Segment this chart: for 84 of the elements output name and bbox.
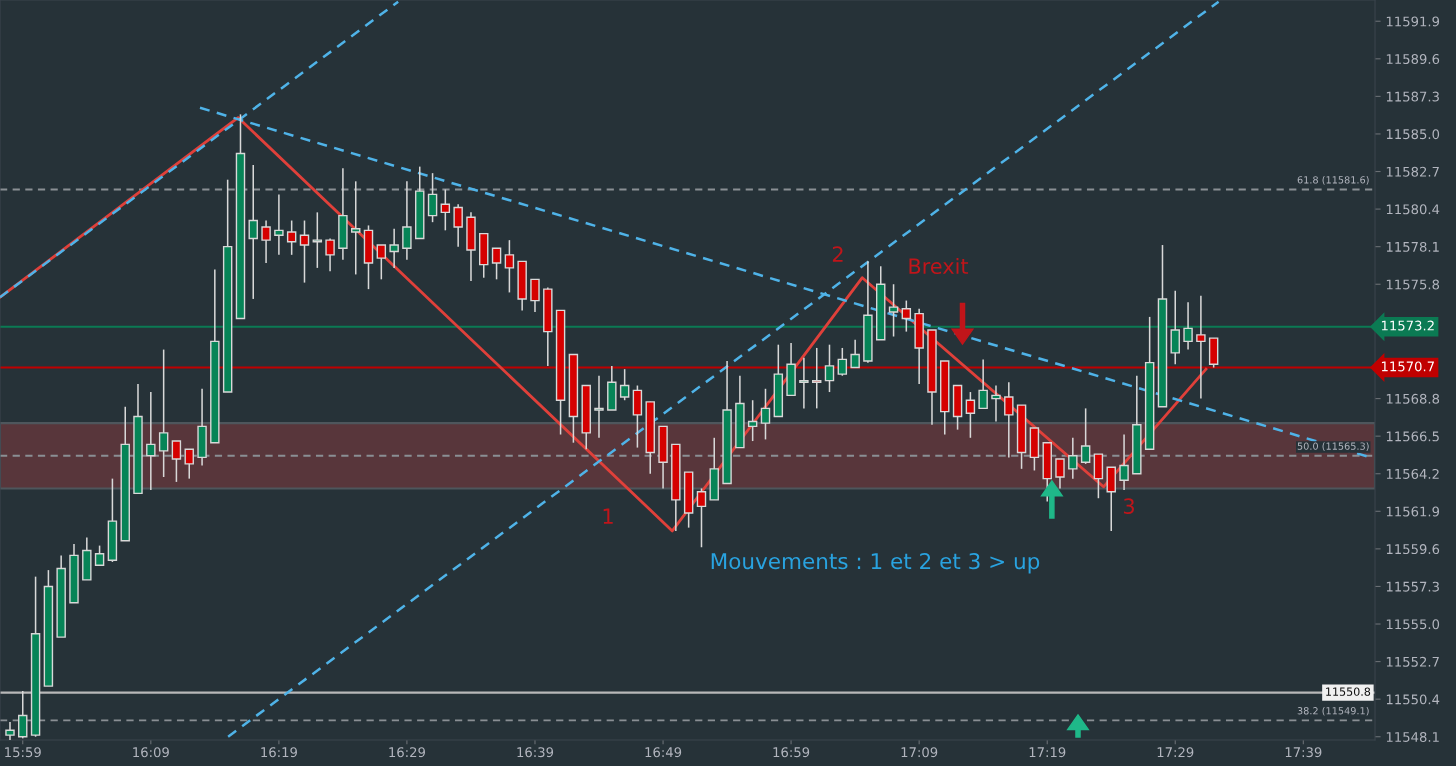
y-tick-label: 11561.9 — [1386, 506, 1440, 517]
candlestick — [427, 172, 438, 223]
x-tick-label: 17:39 — [1285, 747, 1322, 758]
candlestick — [94, 544, 105, 566]
candlestick — [991, 384, 1001, 423]
y-tick-label: 11550.4 — [1386, 694, 1440, 705]
candlestick — [504, 239, 515, 294]
candlestick — [158, 348, 169, 478]
y-tick-label: 11557.3 — [1386, 581, 1439, 592]
annotation: Mouvements : 1 et 2 et 3 > up — [711, 552, 1040, 574]
candlestick — [799, 356, 809, 410]
x-tick-label: 16:59 — [773, 747, 810, 758]
x-tick-label: 15:59 — [5, 747, 41, 758]
candlestick — [837, 347, 848, 377]
candlestick — [1068, 437, 1078, 480]
y-tick-label: 11589.6 — [1386, 54, 1440, 65]
annotation: Brexit — [909, 257, 969, 275]
candlestick — [453, 203, 463, 248]
y-tick-label: 11578.1 — [1386, 241, 1439, 252]
candlestick — [312, 211, 323, 269]
y-tick-label: 11564.2 — [1386, 468, 1439, 479]
candlestick — [696, 487, 707, 549]
ref-line-label: 11550.8 — [1326, 687, 1371, 696]
candlestick — [171, 440, 182, 483]
candlestick — [389, 227, 399, 269]
candlestick — [1196, 294, 1206, 400]
x-tick-label: 16:39 — [517, 747, 554, 758]
y-tick-label: 11580.4 — [1386, 204, 1440, 215]
candlestick — [1055, 458, 1065, 490]
candlestick — [146, 391, 156, 491]
candlestick — [619, 368, 630, 401]
candlestick — [274, 193, 284, 256]
y-tick-label: 11575.8 — [1386, 279, 1440, 290]
candlestick — [5, 721, 15, 740]
ref-line-label: 50.0 (11565.3) — [1297, 442, 1369, 451]
candlestick — [978, 358, 988, 410]
annotation: 3 — [1123, 498, 1134, 515]
candlestick — [248, 164, 258, 300]
candlestick — [402, 180, 412, 261]
candlestick — [850, 339, 860, 369]
candlestick — [184, 448, 194, 480]
ref-line-label: 61.8 (11581.6) — [1297, 176, 1369, 185]
candlestick — [1004, 381, 1014, 459]
candlestick — [760, 388, 771, 441]
candlestick — [901, 299, 912, 333]
ref-line-label: 11570.7 — [1381, 361, 1434, 372]
x-tick-label: 16:29 — [389, 747, 425, 758]
candlestick — [440, 188, 451, 232]
annotation: 2 — [832, 246, 843, 262]
y-tick-label: 11566.5 — [1386, 431, 1439, 442]
candlestick — [491, 247, 502, 281]
candlestick — [376, 244, 387, 281]
x-tick-label: 17:09 — [901, 747, 938, 758]
y-tick-label: 11552.7 — [1386, 656, 1439, 667]
ref-line-label: 11573.2 — [1381, 320, 1434, 331]
candlestick — [965, 391, 976, 439]
x-tick-label: 16:19 — [261, 747, 297, 758]
candlestick — [1080, 407, 1091, 465]
candlestick — [299, 219, 310, 284]
candlestick — [530, 278, 540, 313]
y-tick-label: 11568.8 — [1386, 393, 1440, 404]
candlestick — [1119, 433, 1129, 491]
y-tick-label: 11585.0 — [1386, 129, 1440, 140]
candlestick — [286, 219, 297, 256]
candlestick — [747, 399, 758, 442]
y-tick-label: 11582.7 — [1386, 166, 1439, 177]
candlestick — [824, 343, 835, 393]
candlestick — [594, 374, 604, 439]
candlestick — [351, 180, 361, 276]
x-tick-label: 17:19 — [1029, 747, 1066, 758]
candlestick — [325, 237, 335, 272]
y-tick-label: 11555.0 — [1386, 619, 1440, 630]
candlestick — [812, 347, 822, 410]
ref-line-label: 38.2 (11549.1) — [1297, 706, 1369, 716]
x-tick-label: 17:29 — [1157, 747, 1194, 758]
y-tick-label: 11548.1 — [1386, 731, 1439, 742]
y-tick-label: 11591.9 — [1386, 16, 1440, 27]
x-tick-label: 16:09 — [133, 747, 169, 758]
y-tick-label: 11587.3 — [1386, 91, 1439, 102]
x-tick-label: 16:49 — [645, 747, 682, 758]
candlestick — [18, 690, 28, 740]
y-tick-label: 11559.6 — [1386, 544, 1440, 555]
annotation: 1 — [603, 508, 613, 524]
candlestick — [261, 219, 271, 264]
